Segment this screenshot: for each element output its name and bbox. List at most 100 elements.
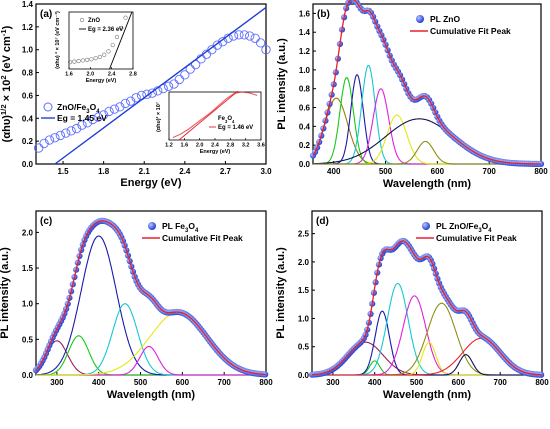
d-legend-text-fit-part: Cumulative Fit Peak <box>436 233 517 243</box>
b-x-axis-label: Wavelength (nm) <box>383 178 472 190</box>
a-legend-text-sample-part: 3 <box>86 109 90 115</box>
a-data-point <box>77 120 87 130</box>
b-peak-1 <box>312 97 541 165</box>
a-data-point <box>98 110 109 120</box>
a-y-axis-label-part: (eV cm <box>1 36 13 75</box>
a-data-point <box>245 31 255 41</box>
a-y-axis-label: (αhυ)1/2 × 102 (eV cm-1) <box>0 25 13 142</box>
c-xtick-label: 700 <box>218 378 232 387</box>
inset-fe3o4-y-axis-label: (αhυ)² × 10⁷ <box>155 101 162 132</box>
inset-zno-xtick-label: 2.4 <box>108 72 117 78</box>
inset-zno-xtick-label: 1.6 <box>65 72 73 78</box>
inset-zno-data-point <box>72 59 77 64</box>
d-legend-text-data-part: O <box>482 221 489 231</box>
c-legend-text-data-part: 3 <box>185 228 189 234</box>
c-xtick-label: 300 <box>50 378 64 387</box>
b-legend-marker-data <box>416 15 424 23</box>
c-panel-label: (c) <box>40 216 52 227</box>
c-legend-text-fit: Cumulative Fit Peak <box>162 233 243 243</box>
inset-fe3o4-legend-text-part: Eg = 1.46 eV <box>218 125 253 131</box>
c-xtick-label: 600 <box>176 378 190 387</box>
a-y-axis-label-part: 2 <box>0 75 8 79</box>
b-ytick-label: 1.2 <box>299 47 311 56</box>
a-data-point <box>93 112 103 122</box>
a-data-point <box>104 106 114 117</box>
inset-zno-xtick-label: 2.8 <box>129 72 137 78</box>
a-data-point <box>250 33 260 43</box>
inset-fe3o4-xtick-label: 3.6 <box>257 143 265 149</box>
c-peak-2 <box>36 335 266 376</box>
d-ytick-label: 0.5 <box>298 343 310 352</box>
inset-zno-legend-text-part: ZnO <box>88 18 100 24</box>
a-y-axis-label-part: ) <box>1 25 13 29</box>
inset-fe3o4-legend-text: Fe3O4 <box>218 116 235 124</box>
a-x-axis-label-part: Energy (eV) <box>120 177 181 189</box>
d-y-axis-label: PL intensity (a.u.) <box>275 247 287 339</box>
d-ytick-label: 0.0 <box>298 371 310 380</box>
a-data-point <box>126 96 136 106</box>
b-ytick-label: 1.0 <box>299 66 311 75</box>
d-data-markers <box>308 237 545 378</box>
d-legend-text-data-part: PL ZnO/Fe <box>436 221 479 231</box>
b-cumulative-fit-line <box>312 0 541 165</box>
a-data-point <box>169 79 179 89</box>
a-fit-line <box>54 6 267 165</box>
inset-zno-data-point <box>80 58 85 63</box>
a-data-point <box>239 30 250 40</box>
a-data-point <box>88 114 98 125</box>
inset-fe3o4-legend-text-part: Fe <box>218 116 226 122</box>
d-xtick-label: 300 <box>326 378 340 387</box>
a-legend-text-sample-part: 4 <box>96 109 100 115</box>
b-legend-text-data: PL ZnO <box>430 14 460 24</box>
a-data-point <box>34 143 44 153</box>
a-frame <box>35 3 267 165</box>
c-y-axis-label: PL intensity (a.u.) <box>0 247 11 339</box>
a-y-axis-label-part: × 10 <box>1 80 13 105</box>
inset-zno-legend-text: Eg = 2.36 eV <box>88 27 123 33</box>
inset-fe3o4-legend-text-part: O <box>227 116 232 122</box>
d-ytick-label: 1.5 <box>298 286 310 295</box>
inset-zno-data-point <box>89 57 94 62</box>
b-legend-text-fit: Cumulative Fit Peak <box>430 26 511 36</box>
c-legend-text-data-part: 4 <box>195 228 199 234</box>
c-x-axis-label: Wavelength (nm) <box>107 389 196 401</box>
a-data-point <box>212 40 222 50</box>
a-data-point <box>142 89 152 99</box>
a-ytick-label: 1.2 <box>22 23 34 32</box>
a-panel-label: (a) <box>40 9 52 20</box>
inset-zno-y-axis-label: (αhυ) ² × 10⁷ (eV cm⁻¹) <box>54 11 61 69</box>
a-ytick-label: 1.0 <box>22 46 34 55</box>
a-data-point <box>71 123 82 134</box>
d-ytick-label: 2.5 <box>298 230 310 239</box>
b-panel-label: (b) <box>317 9 330 20</box>
inset-zno-data-point <box>114 34 120 40</box>
inset-zno-fit-line <box>109 11 133 70</box>
inset-zno-x-axis-label: Energy (eV) <box>86 78 117 84</box>
b-ytick-label: 1.6 <box>299 9 311 18</box>
a-legend-text-sample-part: O <box>90 102 97 112</box>
a-ytick-label: 0.2 <box>22 137 34 146</box>
c-ytick-label: 2.0 <box>22 228 34 237</box>
a-ytick-label: 0.4 <box>22 114 34 123</box>
c-peak-3 <box>35 235 266 376</box>
a-y-axis-label-part: 1/2 <box>0 104 8 115</box>
b-ytick-label: 0.0 <box>299 160 311 169</box>
a-legend-text-sample: ZnO/Fe3O4 <box>57 102 100 115</box>
d-xtick-label: 700 <box>494 378 508 387</box>
a-legend-text-sample-part: ZnO/Fe <box>57 102 87 112</box>
a-data-point <box>234 30 244 40</box>
c-xtick-label: 800 <box>259 378 273 387</box>
inset-zno-legend-marker <box>79 17 85 23</box>
d-legend-marker-data <box>422 222 430 230</box>
inset-zno-data-point <box>67 60 73 65</box>
d-cumulative-fit-line <box>311 240 542 376</box>
a-legend-text-fit: Eg = 1.45 eV <box>57 113 107 123</box>
inset-fe3o4-fit-line <box>178 90 239 141</box>
a-data-point <box>82 118 93 128</box>
a-ytick-label: 0.0 <box>22 160 34 169</box>
d-ytick-label: 1.0 <box>298 314 310 323</box>
b-peak-4 <box>313 64 541 165</box>
b-ytick-label: 0.2 <box>299 141 311 150</box>
d-legend-text-data-part: 3 <box>478 228 482 234</box>
